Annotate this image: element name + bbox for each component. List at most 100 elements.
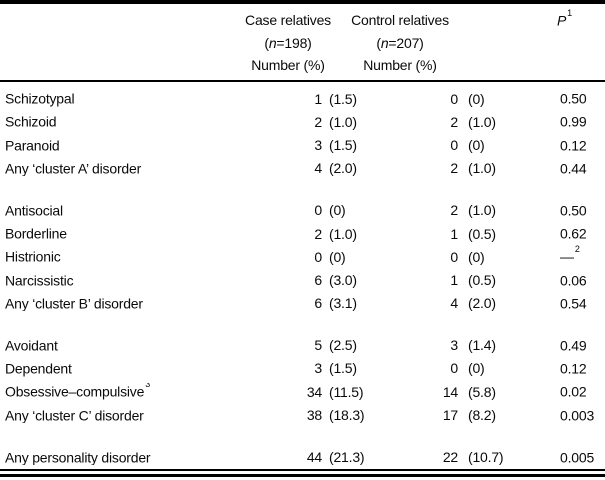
table-header: Case relatives Control relatives P1 (n=1… (0, 4, 605, 80)
disorder-label: Histrionic (5, 249, 61, 266)
disorder-label: Paranoid (5, 137, 60, 154)
p-value: 0.12 (560, 137, 587, 154)
disorder-label: Any ‘cluster A’ disorder (5, 160, 142, 177)
control-sample-size: (n=207) (376, 35, 424, 51)
p-footnote-marker: 2 (574, 243, 580, 254)
case-count: 2 (314, 225, 322, 242)
p-value: 0.44 (560, 160, 587, 177)
control-count: 17 (442, 406, 458, 423)
disorder-label: Schizoid (5, 114, 57, 131)
disorder-label: Any ‘cluster C’ disorder (5, 407, 144, 424)
disorder-label: Dependent (5, 360, 72, 377)
case-count: 0 (314, 202, 322, 219)
case-count: 6 (314, 295, 322, 312)
row-spacer (0, 315, 605, 334)
case-count: 2 (314, 113, 322, 130)
p-footnote-marker: 1 (567, 7, 573, 18)
control-count: 0 (450, 136, 458, 153)
p-symbol: P (557, 12, 567, 29)
control-percent: (1.0) (468, 160, 496, 177)
disorder-label: Obsessive–compulsive3 (0, 383, 252, 400)
control-percent: (5.8) (468, 383, 496, 400)
p-value: —2 (560, 243, 580, 266)
control-count: 4 (450, 295, 458, 312)
case-percent: (2.5) (329, 337, 357, 354)
control-percent: (1.4) (468, 337, 496, 354)
case-count: 1 (314, 90, 322, 107)
case-sample-size: (n=198) (264, 35, 312, 51)
p-value: 0.54 (560, 295, 587, 312)
case-percent: (1.5) (329, 90, 357, 107)
control-percent: (0) (468, 248, 485, 265)
case-percent: (3.1) (329, 295, 357, 312)
table-row: Antisocial 0 (0) 2 (1.0) 0.50 (0, 199, 605, 222)
disorder-label: Antisocial (5, 202, 63, 219)
control-percent: (0.5) (468, 271, 496, 288)
table-row: Paranoid 3 (1.5) 0 (0) 0.12 (0, 133, 605, 156)
p-value: 0.99 (560, 114, 587, 131)
table-row: Borderline 2 (1.0) 1 (0.5) 0.62 (0, 222, 605, 245)
control-percent: (10.7) (468, 449, 504, 466)
table-bottom-rule-thin (0, 469, 605, 471)
disorder-label: Any ‘cluster B’ disorder (5, 295, 143, 312)
case-percent: (1.5) (329, 136, 357, 153)
case-percent: (1.0) (329, 113, 357, 130)
case-count: 44 (306, 449, 322, 466)
row-spacer (0, 426, 605, 445)
control-count: 2 (450, 160, 458, 177)
p-value: 0.02 (560, 383, 587, 400)
case-count: 0 (314, 248, 322, 265)
case-percent: (3.0) (329, 271, 357, 288)
case-percent: (11.5) (329, 383, 364, 400)
control-percent: (8.2) (468, 406, 496, 423)
table-row: Histrionic 0 (0) 0 (0) —2 (0, 243, 605, 268)
case-column-title: Case relatives (245, 12, 331, 28)
control-count: 1 (450, 271, 458, 288)
p-value: 0.50 (560, 202, 587, 219)
table-top-rule (0, 0, 605, 4)
table-row: Any ‘cluster A’ disorder 4 (2.0) 2 (1.0)… (0, 157, 605, 180)
table-row: Obsessive–compulsive3 34 (11.5) 14 (5.8)… (0, 380, 605, 403)
control-count: 2 (450, 202, 458, 219)
case-count: 34 (306, 383, 322, 400)
label-footnote-marker: 3 (145, 383, 151, 389)
disorder-label: Any personality disorder (5, 449, 151, 466)
p-value: 0.50 (560, 90, 587, 107)
table-body: Schizotypal 1 (1.5) 0 (0) 0.50 Schizoid … (0, 82, 605, 469)
case-unit-label: Number (%) (251, 57, 325, 73)
header-divider-rule (0, 80, 605, 82)
p-value: 0.005 (560, 449, 595, 466)
control-count: 0 (450, 360, 458, 377)
disorder-label: Narcissistic (5, 272, 74, 289)
p-value: 0.62 (560, 225, 587, 242)
case-count: 6 (314, 271, 322, 288)
case-count: 38 (306, 406, 322, 423)
table-row: Narcissistic 6 (3.0) 1 (0.5) 0.06 (0, 268, 605, 291)
table-bottom-rule-thick (0, 473, 605, 477)
control-count: 0 (450, 90, 458, 107)
disorder-label: Avoidant (5, 337, 58, 354)
case-percent: (2.0) (329, 160, 357, 177)
p-column-title: P1 (557, 8, 572, 29)
control-percent: (0) (468, 360, 485, 377)
disorder-label: Borderline (5, 225, 67, 242)
table-row: Dependent 3 (1.5) 0 (0) 0.12 (0, 357, 605, 380)
table-row: Schizotypal 1 (1.5) 0 (0) 0.50 (0, 87, 605, 110)
control-percent: (1.0) (468, 113, 496, 130)
case-count: 5 (314, 337, 322, 354)
header-line-3: Number (%) Number (%) (0, 57, 605, 75)
disorder-label: Schizotypal (5, 90, 75, 107)
p-value: 0.12 (560, 360, 587, 377)
p-value: 0.06 (560, 272, 587, 289)
case-percent: (1.5) (329, 360, 357, 377)
case-count: 3 (314, 136, 322, 153)
table-row: Any personality disorder 44 (21.3) 22 (1… (0, 445, 605, 468)
control-count: 0 (450, 248, 458, 265)
control-percent: (0) (468, 136, 485, 153)
case-count: 3 (314, 360, 322, 377)
table-row: Schizoid 2 (1.0) 2 (1.0) 0.99 (0, 110, 605, 133)
control-count: 1 (450, 225, 458, 242)
control-percent: (0.5) (468, 225, 496, 242)
table-row: Any ‘cluster C’ disorder 38 (18.3) 17 (8… (0, 403, 605, 426)
